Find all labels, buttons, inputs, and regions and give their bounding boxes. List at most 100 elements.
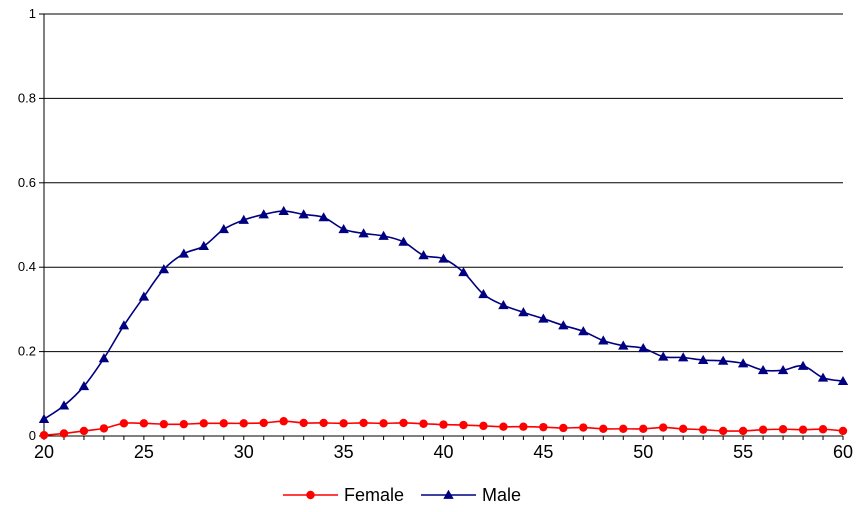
data-point-male bbox=[797, 360, 809, 370]
gridlines bbox=[44, 13, 843, 353]
data-point-female bbox=[798, 425, 808, 434]
data-point-female bbox=[778, 425, 788, 434]
data-point-male bbox=[418, 250, 429, 260]
legend: Female Male bbox=[283, 485, 521, 505]
data-point-female bbox=[259, 418, 268, 428]
data-point-female bbox=[319, 418, 328, 428]
data-point-female bbox=[379, 419, 388, 428]
x-tick-label: 55 bbox=[733, 442, 753, 462]
data-point-female bbox=[459, 420, 468, 430]
data-point-male bbox=[118, 320, 130, 330]
data-point-male bbox=[158, 264, 170, 274]
data-point-male bbox=[697, 354, 709, 364]
legend-label-male: Male bbox=[482, 485, 521, 505]
data-point-male bbox=[238, 214, 249, 224]
data-point-female bbox=[439, 420, 448, 429]
data-point-male bbox=[138, 291, 150, 301]
data-point-female bbox=[399, 418, 408, 428]
x-tick-label: 20 bbox=[34, 442, 54, 462]
data-point-female bbox=[159, 419, 169, 429]
data-point-male bbox=[78, 381, 90, 391]
data-point-female bbox=[39, 430, 49, 440]
data-point-male bbox=[578, 326, 589, 336]
y-tick-label: 0.8 bbox=[18, 90, 36, 105]
x-tick-label: 40 bbox=[433, 442, 453, 462]
x-tick-label: 60 bbox=[833, 442, 853, 462]
data-point-female bbox=[718, 426, 728, 436]
data-point-female bbox=[639, 424, 648, 434]
data-point-male bbox=[638, 343, 649, 353]
data-point-female bbox=[79, 426, 89, 436]
data-point-female bbox=[359, 418, 368, 428]
data-point-female bbox=[519, 422, 528, 431]
data-point-female bbox=[659, 423, 668, 432]
data-point-female bbox=[698, 425, 708, 434]
data-point-female bbox=[179, 419, 189, 429]
data-point-female bbox=[738, 426, 748, 436]
x-tick-label: 50 bbox=[633, 442, 653, 462]
x-tick-label: 30 bbox=[234, 442, 254, 462]
data-point-male bbox=[777, 364, 789, 375]
data-point-male bbox=[58, 400, 70, 410]
data-point-female bbox=[99, 424, 109, 433]
data-point-female bbox=[219, 419, 228, 428]
data-point-male bbox=[678, 352, 689, 362]
data-point-female bbox=[559, 423, 568, 433]
legend-marker-female bbox=[306, 490, 315, 500]
data-point-male bbox=[398, 236, 409, 246]
data-point-female bbox=[539, 422, 548, 432]
data-point-male bbox=[757, 364, 769, 375]
data-point-female bbox=[479, 421, 488, 431]
series-layer bbox=[38, 205, 849, 440]
data-point-female bbox=[619, 424, 628, 434]
x-tick-label: 25 bbox=[134, 442, 154, 462]
data-point-male bbox=[378, 230, 389, 240]
data-point-female bbox=[199, 419, 208, 428]
data-point-male bbox=[298, 209, 309, 219]
data-point-female bbox=[279, 417, 288, 426]
series-line-male bbox=[43, 210, 844, 420]
x-tick-label: 45 bbox=[533, 442, 553, 462]
data-point-male bbox=[258, 209, 269, 219]
data-point-male bbox=[278, 205, 289, 215]
series-female bbox=[39, 417, 848, 440]
data-point-female bbox=[838, 426, 848, 436]
data-point-male bbox=[717, 355, 729, 365]
data-point-female bbox=[679, 424, 688, 434]
data-point-male bbox=[658, 351, 669, 361]
data-point-male bbox=[218, 224, 229, 234]
data-point-male bbox=[478, 289, 489, 299]
legend-marker-male bbox=[443, 489, 454, 499]
data-point-female bbox=[818, 425, 828, 434]
data-point-male bbox=[318, 212, 329, 222]
data-point-male bbox=[598, 335, 609, 345]
data-point-female bbox=[119, 419, 129, 428]
data-point-female bbox=[339, 419, 348, 428]
x-tick-label: 35 bbox=[334, 442, 354, 462]
series-male bbox=[38, 205, 849, 424]
data-point-male bbox=[198, 240, 209, 250]
data-point-male bbox=[618, 340, 629, 350]
data-point-female bbox=[499, 422, 508, 431]
legend-item-female: Female bbox=[283, 485, 404, 505]
data-point-male bbox=[737, 358, 749, 368]
y-tick-label: 0.6 bbox=[18, 175, 36, 190]
data-point-female bbox=[599, 424, 608, 434]
y-tick-label: 1 bbox=[29, 6, 36, 21]
data-point-male bbox=[837, 375, 849, 386]
data-point-male bbox=[458, 267, 469, 277]
data-point-male bbox=[538, 313, 549, 323]
data-point-male bbox=[817, 372, 829, 382]
legend-item-male: Male bbox=[421, 485, 521, 505]
data-point-female bbox=[579, 423, 588, 432]
data-point-male bbox=[438, 253, 449, 263]
data-point-female bbox=[299, 418, 308, 428]
y-tick-label: 0.4 bbox=[18, 259, 36, 274]
data-point-female bbox=[59, 429, 69, 438]
data-point-female bbox=[239, 419, 248, 428]
axes bbox=[39, 13, 844, 440]
data-point-male bbox=[38, 413, 50, 424]
data-point-female bbox=[139, 419, 149, 428]
data-point-male bbox=[558, 320, 569, 330]
